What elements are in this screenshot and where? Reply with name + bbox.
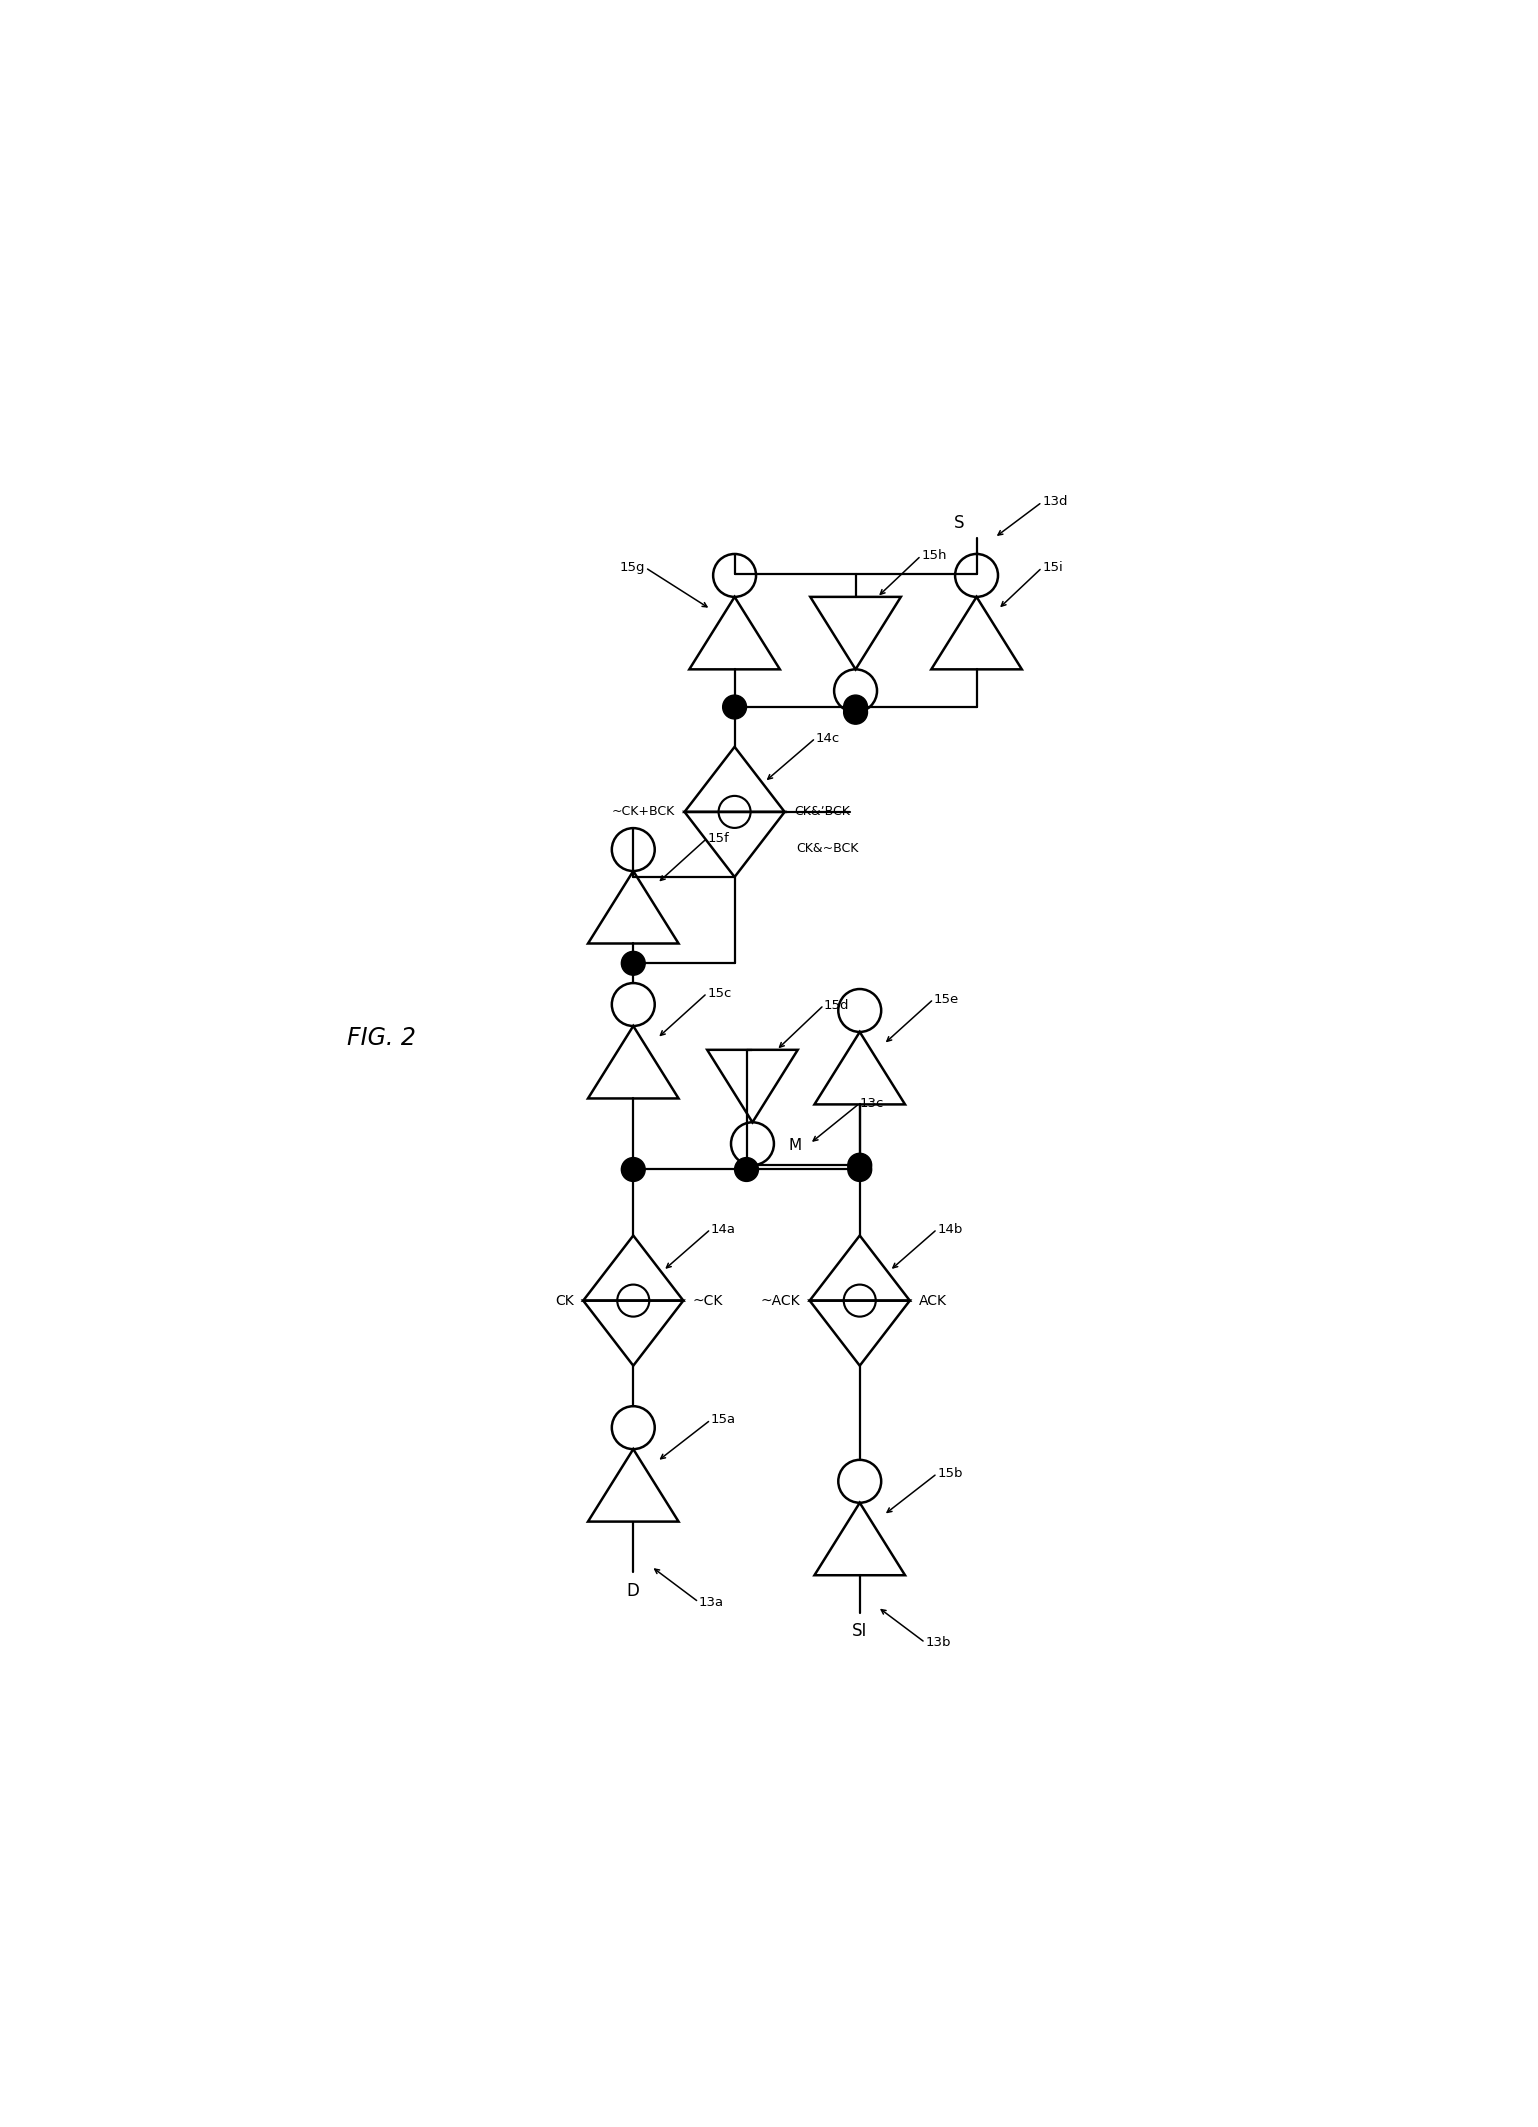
Text: ~ACK: ~ACK — [760, 1293, 800, 1308]
Circle shape — [844, 696, 867, 719]
Text: 13b: 13b — [926, 1636, 950, 1648]
Text: 15h: 15h — [921, 549, 946, 562]
Text: 14b: 14b — [937, 1223, 963, 1236]
Text: SI: SI — [852, 1623, 867, 1640]
Text: 14a: 14a — [711, 1223, 735, 1236]
Text: ACK: ACK — [920, 1293, 947, 1308]
Text: CK&ʼBCK: CK&ʼBCK — [794, 806, 851, 819]
Circle shape — [844, 700, 867, 723]
Circle shape — [735, 1157, 758, 1180]
Circle shape — [847, 1153, 872, 1176]
Text: 15f: 15f — [707, 832, 729, 844]
Text: CK: CK — [555, 1293, 574, 1308]
Circle shape — [847, 1157, 872, 1180]
Text: D: D — [628, 1582, 640, 1600]
Text: M: M — [789, 1138, 801, 1153]
Text: 15d: 15d — [824, 998, 849, 1012]
Text: 13c: 13c — [860, 1098, 884, 1110]
Text: 15g: 15g — [620, 562, 646, 574]
Text: S: S — [954, 515, 964, 532]
Text: 15b: 15b — [937, 1468, 963, 1480]
Text: 14c: 14c — [815, 732, 840, 744]
Circle shape — [621, 1157, 646, 1180]
Text: 13a: 13a — [698, 1595, 724, 1608]
Text: ~CK: ~CK — [692, 1293, 723, 1308]
Text: FIG. 2: FIG. 2 — [348, 1027, 417, 1051]
Circle shape — [621, 951, 646, 974]
Circle shape — [723, 696, 746, 719]
Text: 13d: 13d — [1043, 496, 1067, 508]
Text: ~CK+BCK: ~CK+BCK — [612, 806, 675, 819]
Text: 15c: 15c — [707, 987, 732, 1000]
Text: 15e: 15e — [934, 993, 958, 1006]
Text: CK&~BCK: CK&~BCK — [797, 842, 858, 855]
Text: 15i: 15i — [1043, 562, 1063, 574]
Text: 15a: 15a — [711, 1412, 735, 1427]
